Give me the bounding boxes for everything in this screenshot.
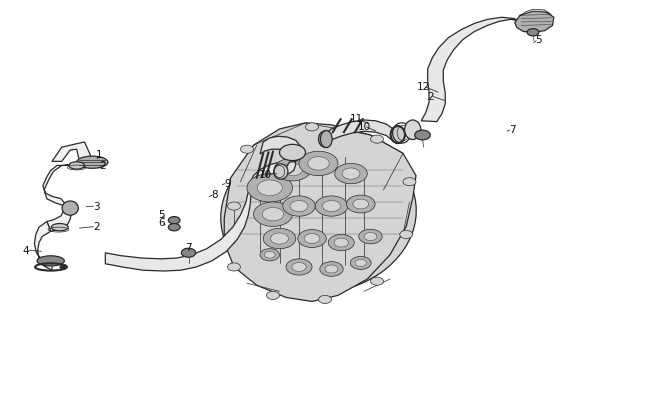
Circle shape <box>257 181 282 196</box>
Polygon shape <box>224 124 416 302</box>
Text: 11: 11 <box>350 113 363 123</box>
Circle shape <box>262 208 284 222</box>
Circle shape <box>350 257 371 270</box>
Text: 8: 8 <box>211 190 218 199</box>
Text: 5: 5 <box>158 210 164 220</box>
Circle shape <box>254 202 292 227</box>
Circle shape <box>346 196 375 213</box>
Text: 4: 4 <box>23 245 29 255</box>
Circle shape <box>60 265 68 270</box>
Polygon shape <box>34 222 52 271</box>
Circle shape <box>325 265 338 273</box>
Circle shape <box>304 234 320 244</box>
Circle shape <box>353 200 369 209</box>
Text: 12: 12 <box>417 82 430 92</box>
Circle shape <box>227 202 240 211</box>
Ellipse shape <box>318 132 332 148</box>
Polygon shape <box>105 163 289 271</box>
Circle shape <box>370 277 383 286</box>
Text: 2: 2 <box>427 92 434 101</box>
Text: 6: 6 <box>158 218 164 228</box>
Polygon shape <box>43 143 91 232</box>
Circle shape <box>308 158 330 171</box>
Ellipse shape <box>274 164 288 180</box>
Circle shape <box>335 164 367 184</box>
Circle shape <box>359 230 382 244</box>
Text: 3: 3 <box>93 202 99 211</box>
Circle shape <box>181 249 196 258</box>
Polygon shape <box>260 137 302 175</box>
Text: 7: 7 <box>185 242 192 252</box>
Circle shape <box>334 239 348 247</box>
Circle shape <box>364 233 377 241</box>
Circle shape <box>265 252 275 258</box>
Polygon shape <box>515 12 554 33</box>
Circle shape <box>355 260 367 267</box>
Text: 10: 10 <box>259 170 272 180</box>
Text: 9: 9 <box>224 178 231 188</box>
Circle shape <box>260 249 280 261</box>
Circle shape <box>283 196 315 217</box>
Polygon shape <box>520 10 551 17</box>
Circle shape <box>318 296 332 304</box>
Ellipse shape <box>51 224 68 231</box>
Text: 1: 1 <box>96 150 102 160</box>
Text: 2: 2 <box>99 161 106 171</box>
Circle shape <box>400 231 413 239</box>
Circle shape <box>286 259 312 275</box>
Circle shape <box>168 224 180 231</box>
Circle shape <box>328 235 354 251</box>
Circle shape <box>266 292 280 300</box>
Circle shape <box>370 136 383 144</box>
Circle shape <box>415 131 430 141</box>
Circle shape <box>322 201 341 212</box>
Circle shape <box>315 196 348 217</box>
Ellipse shape <box>77 157 108 169</box>
Circle shape <box>227 263 240 271</box>
Text: 10: 10 <box>358 122 370 131</box>
Ellipse shape <box>62 202 79 215</box>
Ellipse shape <box>404 121 421 140</box>
Text: 7: 7 <box>509 125 515 134</box>
Circle shape <box>527 30 539 37</box>
Circle shape <box>168 217 180 224</box>
Circle shape <box>403 178 416 186</box>
Text: 5: 5 <box>535 35 541 45</box>
Polygon shape <box>421 18 520 122</box>
Circle shape <box>240 146 254 154</box>
Ellipse shape <box>391 127 405 144</box>
Circle shape <box>283 164 302 176</box>
Circle shape <box>298 230 326 248</box>
Polygon shape <box>325 121 393 146</box>
Circle shape <box>292 263 306 272</box>
Circle shape <box>247 174 292 202</box>
Circle shape <box>342 168 360 180</box>
Ellipse shape <box>221 136 416 294</box>
Circle shape <box>306 124 318 132</box>
Ellipse shape <box>320 131 332 148</box>
Ellipse shape <box>37 256 64 266</box>
Circle shape <box>299 152 338 176</box>
Text: 2: 2 <box>93 222 99 232</box>
Circle shape <box>290 201 308 212</box>
Circle shape <box>270 233 289 245</box>
Ellipse shape <box>69 162 84 170</box>
Circle shape <box>274 159 311 181</box>
Circle shape <box>320 262 343 277</box>
Circle shape <box>280 145 306 161</box>
Circle shape <box>263 229 296 249</box>
